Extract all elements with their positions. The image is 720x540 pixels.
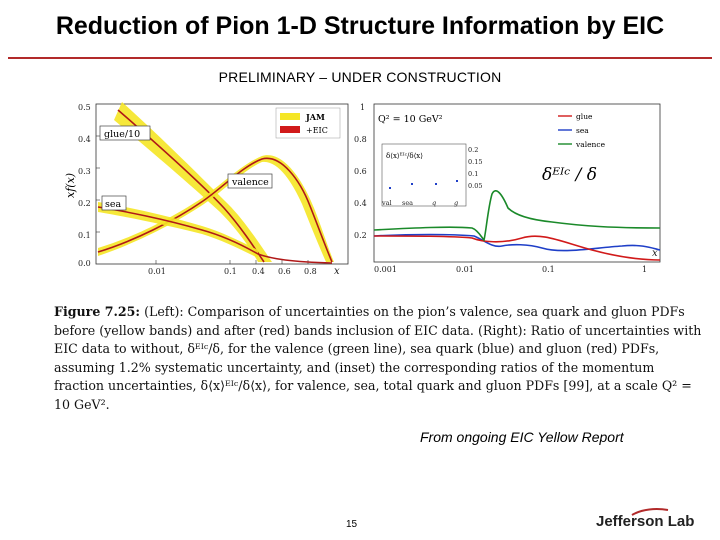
right-ytick-label: 0.4: [354, 199, 367, 208]
right-ratio-plot: 1 0.8 0.6 0.4 0.2 0.001 0.01 0.1 1 x Q² …: [354, 103, 661, 274]
left-ytick-label: 0.4: [78, 135, 91, 144]
figure-caption: Figure 7.25: (Left): Comparison of uncer…: [54, 303, 702, 414]
right-xtick-label: 0.1: [542, 265, 555, 274]
inset-ytick-label: 0.2: [468, 146, 478, 154]
right-ytick-label: 0.2: [354, 231, 367, 240]
right-x-axis-label: x: [652, 248, 658, 259]
inset-category-label: val: [381, 199, 392, 207]
valence-curve: [97, 157, 333, 263]
inset-point: [456, 180, 458, 182]
sea-curve: [97, 206, 333, 264]
inset-plot: [381, 143, 467, 207]
inset-point: [389, 187, 391, 189]
left-xtick-label: 0.8: [304, 267, 317, 276]
inset-ratio-label: δ⟨x⟩ᴱᴵᶜ/δ⟨x⟩: [386, 152, 423, 160]
right-ytick-label: 0.8: [354, 135, 367, 144]
source-note: From ongoing EIC Yellow Report: [420, 429, 624, 445]
preliminary-banner: PRELIMINARY – UNDER CONSTRUCTION: [218, 69, 502, 85]
valence-label: valence: [231, 177, 269, 188]
sea-label: sea: [105, 199, 121, 210]
ratio-label: δᴱᴵᶜ / δ: [542, 165, 597, 185]
left-ytick-label: 0.2: [78, 199, 91, 208]
left-ytick-label: 0.3: [78, 167, 91, 176]
figure-label: Figure 7.25:: [54, 304, 141, 319]
legend-label-glue: glue: [576, 112, 593, 121]
inset-ytick-label: 0.05: [468, 182, 482, 190]
right-xtick-label: 0.001: [374, 265, 397, 274]
caption-text: (Left): Comparison of uncertainties on t…: [54, 304, 702, 412]
left-pdf-plot: 0.5 0.4 0.3 0.2 0.1 0.0 xf(x) 0.01 0.1 0…: [64, 102, 349, 277]
title-divider: [8, 57, 712, 59]
left-ytick-label: 0.5: [78, 103, 91, 112]
glue-label: glue/10: [104, 129, 140, 140]
right-xtick-label: 1: [642, 265, 647, 274]
left-xtick-label: 0.6: [278, 267, 291, 276]
sea-ratio-curve: [373, 233, 661, 252]
legend-label-jam: JAM: [305, 112, 325, 122]
legend-swatch-jam: [280, 113, 300, 120]
inset-ytick-label: 0.15: [468, 158, 482, 166]
jefferson-lab-logo: Jefferson Lab: [596, 513, 695, 530]
right-ytick-label: 0.6: [354, 167, 367, 176]
legend-swatch-eic: [280, 126, 300, 133]
sea-uncertainty-band: [98, 202, 258, 258]
inset-category-label: sea: [402, 199, 413, 207]
left-ytick-label: 0.0: [78, 259, 91, 268]
left-x-axis-label: x: [334, 266, 340, 277]
jefferson-lab-logo-icon: [631, 508, 669, 516]
page-number: 15: [346, 519, 358, 530]
right-xtick-label: 0.01: [456, 265, 474, 274]
inset-category-label: g: [454, 199, 458, 207]
inset-point: [435, 183, 437, 185]
left-xtick-label: 0.4: [252, 267, 265, 276]
legend-label-sea: sea: [576, 126, 589, 135]
left-xtick-label: 0.1: [224, 267, 237, 276]
inset-ytick-label: 0.1: [468, 170, 478, 178]
valence-ratio-curve: [373, 190, 661, 242]
right-ytick-label: 1: [360, 103, 365, 112]
left-ytick-label: 0.1: [78, 231, 91, 240]
glue-ratio-curve: [373, 235, 661, 261]
scale-label: Q² = 10 GeV²: [378, 114, 443, 125]
legend-label-eic: +EIC: [306, 126, 328, 135]
left-xtick-label: 0.01: [148, 267, 166, 276]
left-y-axis-label: xf(x): [64, 173, 77, 198]
inset-category-label: q: [432, 199, 436, 207]
legend-label-valence: valence: [575, 140, 606, 149]
slide-title: Reduction of Pion 1-D Structure Informat…: [55, 12, 665, 40]
inset-point: [411, 183, 413, 185]
